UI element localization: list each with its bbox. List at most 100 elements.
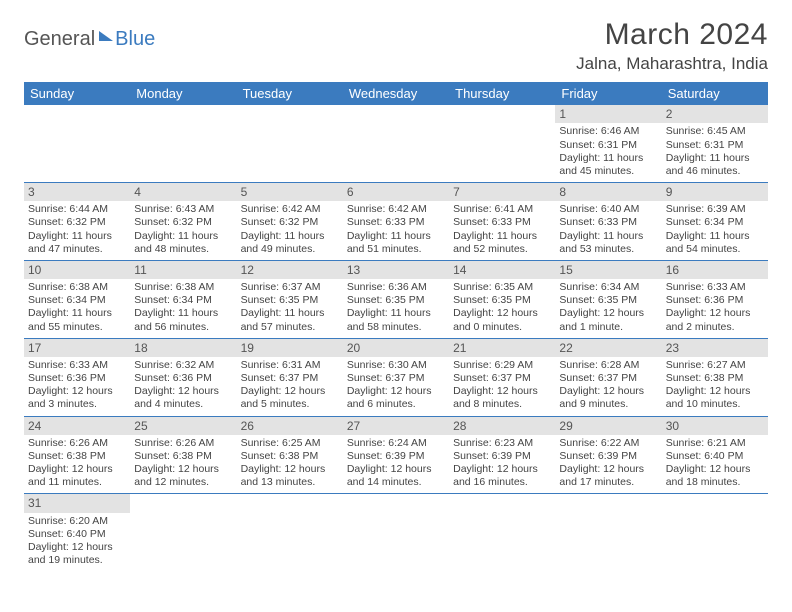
day-number: 11 [130,261,236,279]
calendar-cell [449,105,555,182]
day-number: 14 [449,261,555,279]
day-data: Sunrise: 6:40 AMSunset: 6:33 PMDaylight:… [555,201,661,260]
calendar-cell: 31Sunrise: 6:20 AMSunset: 6:40 PMDayligh… [24,494,130,571]
day-data: Sunrise: 6:32 AMSunset: 6:36 PMDaylight:… [130,357,236,416]
day-data: Sunrise: 6:36 AMSunset: 6:35 PMDaylight:… [343,279,449,338]
day-number: 15 [555,261,661,279]
day-data: Sunrise: 6:46 AMSunset: 6:31 PMDaylight:… [555,123,661,182]
day-data: Sunrise: 6:29 AMSunset: 6:37 PMDaylight:… [449,357,555,416]
weekday-header: Monday [130,82,236,105]
header: General Blue March 2024 Jalna, Maharasht… [24,18,768,74]
logo-text-general: General [24,28,95,51]
calendar-cell: 21Sunrise: 6:29 AMSunset: 6:37 PMDayligh… [449,338,555,416]
logo: General Blue [24,28,155,51]
day-data: Sunrise: 6:33 AMSunset: 6:36 PMDaylight:… [662,279,768,338]
weekday-header: Saturday [662,82,768,105]
day-data: Sunrise: 6:23 AMSunset: 6:39 PMDaylight:… [449,435,555,494]
day-number: 19 [237,339,343,357]
location: Jalna, Maharashtra, India [576,54,768,74]
calendar-cell: 25Sunrise: 6:26 AMSunset: 6:38 PMDayligh… [130,416,236,494]
day-data: Sunrise: 6:39 AMSunset: 6:34 PMDaylight:… [662,201,768,260]
calendar-cell [130,105,236,182]
day-data: Sunrise: 6:21 AMSunset: 6:40 PMDaylight:… [662,435,768,494]
day-number: 7 [449,183,555,201]
calendar-cell: 19Sunrise: 6:31 AMSunset: 6:37 PMDayligh… [237,338,343,416]
day-data: Sunrise: 6:27 AMSunset: 6:38 PMDaylight:… [662,357,768,416]
day-number: 6 [343,183,449,201]
weekday-header: Friday [555,82,661,105]
day-number: 21 [449,339,555,357]
calendar-cell: 7Sunrise: 6:41 AMSunset: 6:33 PMDaylight… [449,182,555,260]
calendar-head: SundayMondayTuesdayWednesdayThursdayFrid… [24,82,768,105]
calendar-cell [130,494,236,571]
calendar-cell: 22Sunrise: 6:28 AMSunset: 6:37 PMDayligh… [555,338,661,416]
day-number: 28 [449,417,555,435]
day-number: 26 [237,417,343,435]
day-data: Sunrise: 6:33 AMSunset: 6:36 PMDaylight:… [24,357,130,416]
calendar-cell: 1Sunrise: 6:46 AMSunset: 6:31 PMDaylight… [555,105,661,182]
calendar-cell: 26Sunrise: 6:25 AMSunset: 6:38 PMDayligh… [237,416,343,494]
calendar-cell: 24Sunrise: 6:26 AMSunset: 6:38 PMDayligh… [24,416,130,494]
day-data: Sunrise: 6:41 AMSunset: 6:33 PMDaylight:… [449,201,555,260]
calendar-cell: 23Sunrise: 6:27 AMSunset: 6:38 PMDayligh… [662,338,768,416]
calendar-cell: 6Sunrise: 6:42 AMSunset: 6:33 PMDaylight… [343,182,449,260]
day-data: Sunrise: 6:20 AMSunset: 6:40 PMDaylight:… [24,513,130,572]
calendar-cell: 13Sunrise: 6:36 AMSunset: 6:35 PMDayligh… [343,260,449,338]
calendar-cell: 3Sunrise: 6:44 AMSunset: 6:32 PMDaylight… [24,182,130,260]
calendar-cell [449,494,555,571]
day-data: Sunrise: 6:31 AMSunset: 6:37 PMDaylight:… [237,357,343,416]
day-data: Sunrise: 6:43 AMSunset: 6:32 PMDaylight:… [130,201,236,260]
calendar-cell: 9Sunrise: 6:39 AMSunset: 6:34 PMDaylight… [662,182,768,260]
calendar-cell: 2Sunrise: 6:45 AMSunset: 6:31 PMDaylight… [662,105,768,182]
calendar-cell [24,105,130,182]
weekday-header: Thursday [449,82,555,105]
calendar-cell: 18Sunrise: 6:32 AMSunset: 6:36 PMDayligh… [130,338,236,416]
day-number: 23 [662,339,768,357]
day-number: 27 [343,417,449,435]
calendar-cell: 4Sunrise: 6:43 AMSunset: 6:32 PMDaylight… [130,182,236,260]
day-number: 30 [662,417,768,435]
day-data: Sunrise: 6:38 AMSunset: 6:34 PMDaylight:… [24,279,130,338]
weekday-header: Tuesday [237,82,343,105]
day-number: 9 [662,183,768,201]
day-data: Sunrise: 6:38 AMSunset: 6:34 PMDaylight:… [130,279,236,338]
calendar-cell: 29Sunrise: 6:22 AMSunset: 6:39 PMDayligh… [555,416,661,494]
calendar-cell [662,494,768,571]
day-number: 29 [555,417,661,435]
day-data: Sunrise: 6:35 AMSunset: 6:35 PMDaylight:… [449,279,555,338]
day-number: 16 [662,261,768,279]
day-data: Sunrise: 6:34 AMSunset: 6:35 PMDaylight:… [555,279,661,338]
day-number: 13 [343,261,449,279]
day-data: Sunrise: 6:24 AMSunset: 6:39 PMDaylight:… [343,435,449,494]
day-number: 20 [343,339,449,357]
day-number: 3 [24,183,130,201]
calendar-cell: 5Sunrise: 6:42 AMSunset: 6:32 PMDaylight… [237,182,343,260]
day-data: Sunrise: 6:44 AMSunset: 6:32 PMDaylight:… [24,201,130,260]
title-block: March 2024 Jalna, Maharashtra, India [576,18,768,74]
day-data: Sunrise: 6:26 AMSunset: 6:38 PMDaylight:… [130,435,236,494]
day-data: Sunrise: 6:42 AMSunset: 6:33 PMDaylight:… [343,201,449,260]
day-number: 4 [130,183,236,201]
day-data: Sunrise: 6:37 AMSunset: 6:35 PMDaylight:… [237,279,343,338]
day-data: Sunrise: 6:22 AMSunset: 6:39 PMDaylight:… [555,435,661,494]
day-data: Sunrise: 6:25 AMSunset: 6:38 PMDaylight:… [237,435,343,494]
calendar-cell: 30Sunrise: 6:21 AMSunset: 6:40 PMDayligh… [662,416,768,494]
calendar-cell: 28Sunrise: 6:23 AMSunset: 6:39 PMDayligh… [449,416,555,494]
calendar-cell: 14Sunrise: 6:35 AMSunset: 6:35 PMDayligh… [449,260,555,338]
calendar-cell: 11Sunrise: 6:38 AMSunset: 6:34 PMDayligh… [130,260,236,338]
day-data: Sunrise: 6:42 AMSunset: 6:32 PMDaylight:… [237,201,343,260]
calendar-body: 1Sunrise: 6:46 AMSunset: 6:31 PMDaylight… [24,105,768,571]
calendar-cell: 20Sunrise: 6:30 AMSunset: 6:37 PMDayligh… [343,338,449,416]
day-number: 5 [237,183,343,201]
calendar-cell: 15Sunrise: 6:34 AMSunset: 6:35 PMDayligh… [555,260,661,338]
calendar-cell: 12Sunrise: 6:37 AMSunset: 6:35 PMDayligh… [237,260,343,338]
day-data: Sunrise: 6:28 AMSunset: 6:37 PMDaylight:… [555,357,661,416]
calendar-table: SundayMondayTuesdayWednesdayThursdayFrid… [24,82,768,571]
calendar-cell [343,494,449,571]
calendar-cell: 16Sunrise: 6:33 AMSunset: 6:36 PMDayligh… [662,260,768,338]
day-data: Sunrise: 6:45 AMSunset: 6:31 PMDaylight:… [662,123,768,182]
day-number: 18 [130,339,236,357]
day-number: 2 [662,105,768,123]
calendar-cell: 27Sunrise: 6:24 AMSunset: 6:39 PMDayligh… [343,416,449,494]
day-number: 10 [24,261,130,279]
